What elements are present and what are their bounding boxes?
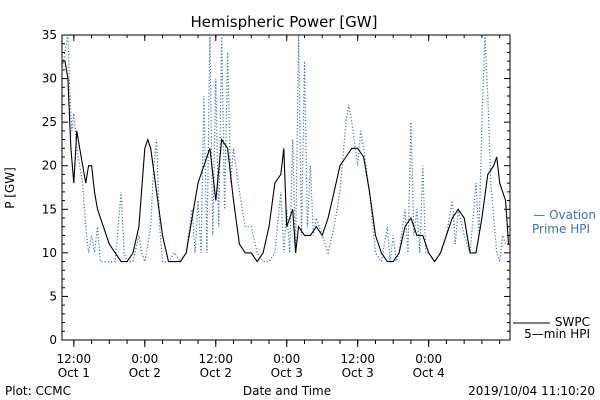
- legend-swpc-line2: 5—min HPI: [524, 327, 590, 341]
- legend-swpc-line1: SWPC: [555, 315, 590, 329]
- legend-ovation: — Ovation Prime HPI: [532, 208, 596, 236]
- y-tick-label: 0: [49, 333, 57, 347]
- y-tick-label: 5: [49, 289, 57, 303]
- plot-source-label: Plot: CCMC: [5, 384, 71, 398]
- legend-swpc: SWPC 5—min HPI: [513, 315, 590, 341]
- y-axis-title: P [GW]: [3, 167, 17, 209]
- y-tick-label: 20: [42, 159, 57, 173]
- legend-ovation-line2: Prime HPI: [532, 222, 590, 236]
- x-tick-label-time: 0:00: [273, 352, 300, 366]
- plot-timestamp: 2019/10/04 11:10:20: [468, 384, 595, 398]
- x-tick-label-time: 0:00: [415, 352, 442, 366]
- y-tick-label: 15: [42, 202, 57, 216]
- legend-ovation-line1: — Ovation: [533, 208, 596, 222]
- x-tick-label-date: Oct 3: [342, 366, 374, 380]
- series-layer: [61, 34, 510, 264]
- y-tick-label: 35: [42, 28, 57, 42]
- y-axis: 0 5 10 15 20 25 30 35: [42, 28, 510, 347]
- x-axis-title: Date and Time: [243, 384, 331, 398]
- y-tick-label: 30: [42, 72, 57, 86]
- x-tick-label-time: 12:00: [57, 352, 92, 366]
- x-tick-label-time: 0:00: [131, 352, 158, 366]
- series-swpc-line: [62, 60, 510, 263]
- chart-title: Hemispheric Power [GW]: [191, 13, 378, 31]
- y-tick-label: 10: [42, 246, 57, 260]
- x-tick-label-date: Oct 4: [413, 366, 445, 380]
- x-tick-label-date: Oct 3: [271, 366, 303, 380]
- x-tick-label-date: Oct 2: [129, 366, 161, 380]
- x-tick-label-time: 12:00: [198, 352, 233, 366]
- x-tick-label-date: Oct 2: [200, 366, 232, 380]
- x-tick-label-date: Oct 1: [58, 366, 90, 380]
- y-tick-label: 25: [42, 115, 57, 129]
- plot-frame: [61, 34, 511, 341]
- x-tick-label-time: 12:00: [340, 352, 375, 366]
